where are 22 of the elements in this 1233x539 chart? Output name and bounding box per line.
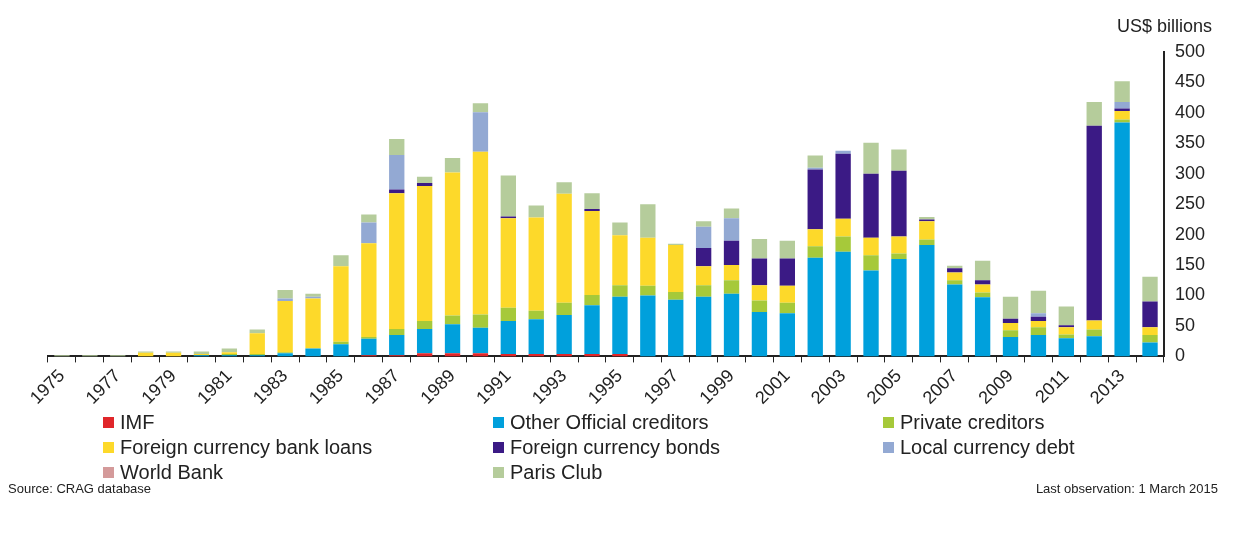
y-tick-label: 150	[1174, 254, 1206, 275]
y-tick-label: 100	[1174, 284, 1206, 305]
y-tick-label: 500	[1174, 40, 1206, 61]
y-tick-label: 400	[1174, 101, 1206, 122]
legend-label: World Bank	[120, 460, 224, 484]
y-tick-label: 50	[1174, 314, 1195, 335]
legend-label: Local currency debt	[900, 435, 1075, 460]
y-axis-title: US$ billions	[1116, 16, 1212, 36]
legend-label: Private creditors	[900, 410, 1045, 435]
y-tick-label: 250	[1174, 193, 1206, 214]
legend-label: Foreign currency bonds	[510, 435, 721, 460]
y-tick-label: 450	[1174, 71, 1206, 92]
legend-label: Paris Club	[510, 460, 603, 485]
y-tick-label: 0	[1174, 345, 1185, 366]
legend-label: Other Official creditors	[510, 410, 709, 435]
y-tick-label: 350	[1174, 132, 1206, 153]
source-note: Source: CRAG database	[8, 481, 152, 496]
legend-label: Foreign currency bank loans	[120, 435, 373, 460]
y-tick-label: 300	[1174, 162, 1206, 183]
y-tick-label: 200	[1174, 223, 1206, 244]
text: Last observation: 1 March 2015	[1035, 481, 1218, 496]
legend-label: IMF	[120, 410, 155, 435]
